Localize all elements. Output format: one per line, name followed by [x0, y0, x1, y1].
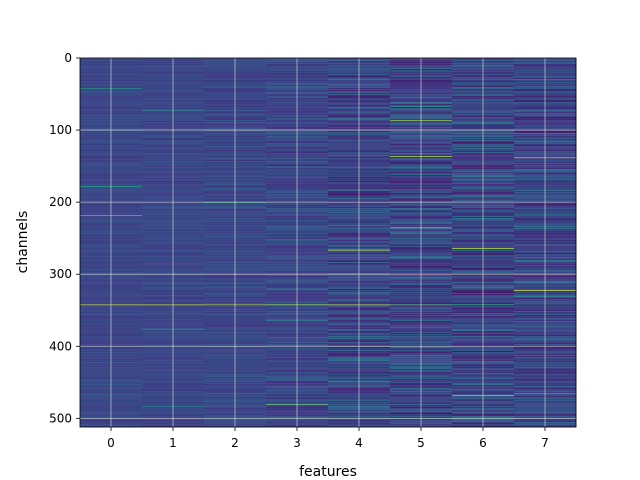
y-tick-label: 200	[49, 195, 72, 209]
y-tick-label: 0	[64, 51, 72, 65]
grid-lines	[80, 57, 576, 427]
y-axis-title: channels	[15, 211, 31, 274]
x-tick-label: 3	[293, 436, 301, 450]
x-tick-label: 6	[479, 436, 487, 450]
x-tick-label: 1	[169, 436, 177, 450]
y-tick-label: 500	[49, 411, 72, 425]
y-tick-label: 400	[49, 339, 72, 353]
x-tick-label: 2	[231, 436, 239, 450]
x-tick-label: 5	[417, 436, 425, 450]
y-tick-label: 100	[49, 123, 72, 137]
y-tick-label: 300	[49, 267, 72, 281]
x-tick-label: 7	[541, 436, 549, 450]
x-tick-label: 0	[107, 436, 115, 450]
x-axis: 0 1 2 3 4 5 6 7	[107, 427, 549, 450]
heatmap-cells	[80, 58, 577, 428]
x-axis-title: features	[299, 464, 357, 480]
plot-frame	[79, 57, 577, 428]
y-axis: 0 100 200 300 400 500	[49, 51, 80, 425]
x-tick-label: 4	[355, 436, 363, 450]
